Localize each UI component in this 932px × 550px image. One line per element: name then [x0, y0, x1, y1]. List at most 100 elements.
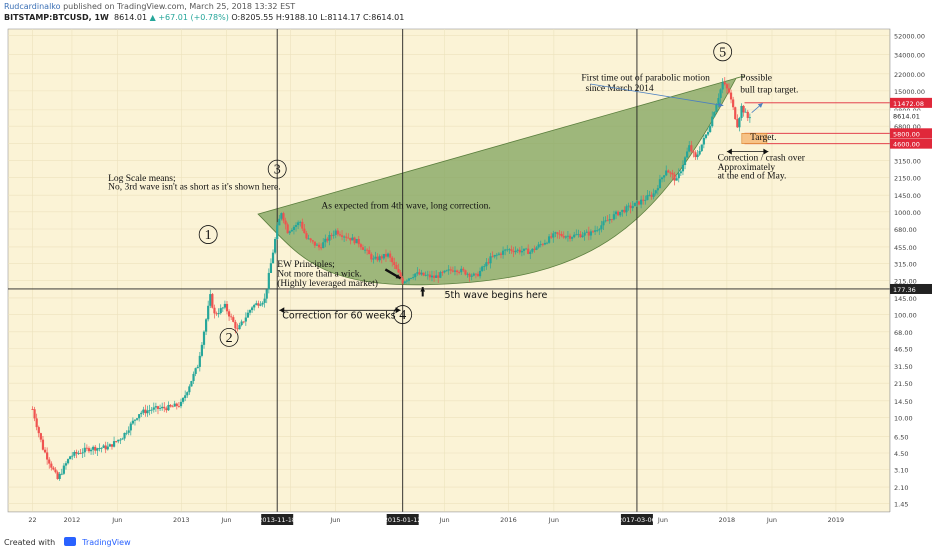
candle-body [184, 395, 187, 398]
price-axis-tick: 22000.00 [894, 71, 925, 79]
candle-body [495, 254, 498, 256]
tradingview-brand[interactable]: TradingView [82, 538, 131, 547]
candle-body [550, 236, 553, 238]
candle-body [700, 144, 703, 152]
candle-body [568, 235, 572, 239]
price-axis-tick: 21.50 [894, 380, 913, 388]
candle-body [31, 409, 34, 411]
candle-body [399, 272, 402, 278]
candle-body [497, 253, 500, 255]
candle-body [491, 256, 494, 258]
candle-body [242, 321, 245, 323]
wave-label-circle [219, 327, 239, 347]
price-axis-tick: 6800.00 [894, 123, 921, 131]
price-chart[interactable]: 1 2 3 4 5 Log Scale means;No, 3rd wave isn't … [0, 25, 932, 535]
candle-body [472, 273, 475, 276]
candle-body [213, 307, 216, 314]
created-with-text: Created with [4, 538, 56, 547]
time-axis-marker [261, 514, 294, 525]
candle-body [382, 253, 385, 259]
candle-body [207, 305, 210, 320]
candle-body [690, 145, 693, 152]
candle-body [83, 447, 86, 453]
candles-group [31, 77, 751, 481]
candle-body [464, 270, 467, 275]
price-axis-tick: 1.45 [894, 501, 908, 509]
candle-body [648, 194, 651, 196]
candle-body [332, 234, 335, 236]
candle-body [52, 467, 55, 470]
candle-body [248, 310, 252, 313]
candle-body [395, 264, 398, 270]
candle-body [719, 89, 722, 99]
candle-body [251, 307, 254, 311]
time-axis-tick: 2015-01-12 [384, 516, 422, 524]
candle-body [146, 410, 149, 414]
level-price-tag [890, 138, 932, 149]
candle-body [602, 221, 605, 226]
time-axis-tick: 2018 [719, 516, 736, 524]
candle-body [688, 145, 691, 152]
level-price-tag [890, 97, 932, 108]
candle-body [211, 294, 214, 308]
candle-body [324, 238, 327, 243]
candle-body [198, 355, 201, 367]
candle-body [619, 211, 622, 216]
price-axis-tick: 52000.00 [894, 32, 925, 40]
candle-body [543, 242, 547, 245]
candle-body [96, 448, 99, 451]
candle-body [510, 249, 513, 251]
candle-body [380, 256, 383, 259]
publish-text: published on TradingView.com, March 25, … [63, 2, 296, 11]
candle-body [181, 397, 185, 402]
candle-body [204, 319, 208, 332]
candle-body [133, 419, 137, 421]
candle-body [282, 213, 285, 221]
candle-body [640, 199, 643, 205]
wave-label-circle [198, 225, 218, 244]
chart-area[interactable]: 1 2 3 4 5 Log Scale means; No, 3rd wave isn't … [0, 25, 932, 535]
candle-body [265, 289, 268, 299]
candle-body [150, 409, 153, 411]
candle-body [393, 262, 396, 265]
candle-body [673, 174, 676, 181]
candle-body [85, 447, 88, 449]
wave-label-2: 2 [226, 331, 233, 346]
candle-body [345, 236, 348, 238]
candle-body [215, 313, 218, 315]
candle-body [92, 446, 95, 450]
candle-body [604, 220, 607, 222]
candle-body [637, 201, 641, 205]
annotation-text: Not more than a wick. [277, 269, 362, 279]
footer: Created with TradingView [4, 537, 131, 547]
time-axis-background [8, 512, 932, 532]
candle-body [386, 253, 390, 257]
candle-body [547, 236, 551, 243]
candle-body [188, 386, 191, 393]
candle-body [744, 111, 747, 113]
candle-body [368, 250, 371, 255]
candle-body [43, 449, 47, 453]
candle-body [259, 304, 262, 306]
candle-body [328, 234, 331, 241]
candle-body [351, 237, 354, 241]
candle-body [129, 423, 132, 431]
candle-body [221, 307, 224, 309]
candle-body [50, 463, 53, 468]
candle-body [217, 313, 220, 315]
author-link[interactable]: Rudcardinalko [4, 2, 61, 11]
candle-body [370, 254, 373, 260]
candle-body [115, 441, 118, 442]
level-price-tag [890, 128, 932, 139]
candle-body [294, 225, 298, 227]
candle-body [478, 270, 482, 277]
candle-body [725, 84, 728, 89]
candle-body [713, 112, 716, 117]
candle-body [359, 244, 362, 248]
candle-body [140, 412, 143, 415]
candle-body [313, 241, 316, 246]
candle-body [290, 229, 293, 232]
candle-body [94, 446, 97, 451]
candle-body [227, 311, 231, 317]
annotation-text: (Highly leveraged market) [277, 278, 378, 289]
